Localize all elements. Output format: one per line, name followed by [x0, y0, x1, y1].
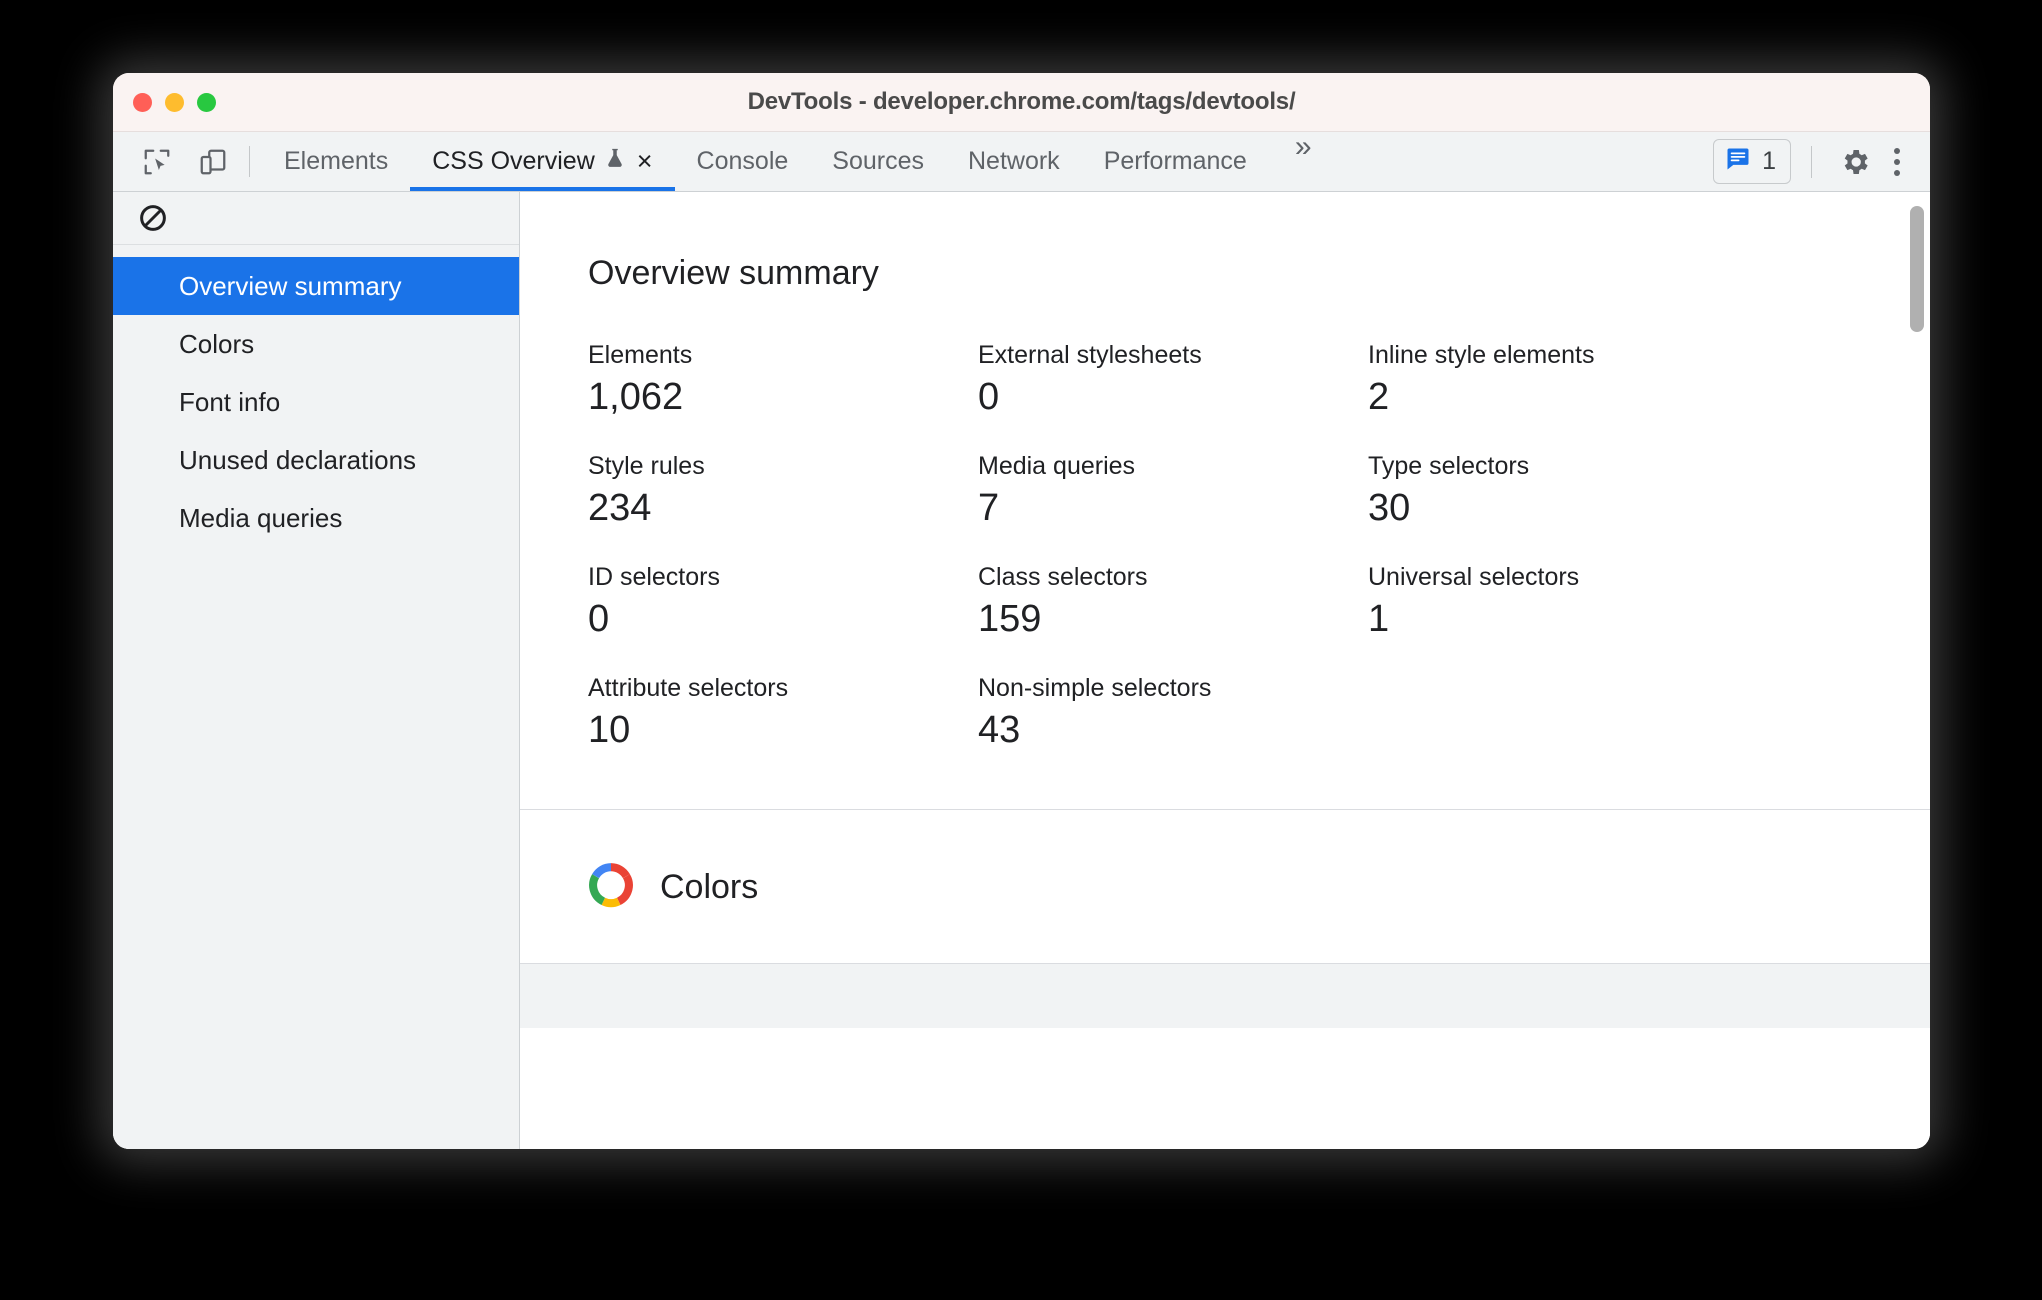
colors-section-title: Colors — [660, 867, 759, 906]
colors-section[interactable]: Colors — [520, 810, 1930, 964]
tabbar-right-actions: 1 — [1713, 132, 1930, 191]
experiment-flask-icon — [604, 146, 626, 177]
kebab-dot — [1894, 169, 1900, 176]
stat-media-queries: Media queries 7 — [978, 452, 1368, 529]
tab-label: Network — [968, 147, 1060, 175]
stat-attribute-selectors: Attribute selectors 10 — [588, 674, 978, 751]
content-footer-strip — [520, 963, 1930, 1028]
summary-stats-grid: Elements 1,062 External stylesheets 0 In… — [588, 341, 1930, 751]
stat-value: 2 — [1368, 376, 1390, 418]
device-toolbar-icon[interactable] — [185, 132, 241, 191]
stat-label: Elements — [588, 341, 693, 369]
gear-icon[interactable] — [1832, 139, 1878, 185]
overview-summary-section: Overview summary Elements 1,062 External… — [520, 192, 1930, 810]
zoom-window-button[interactable] — [197, 93, 216, 112]
tab-console[interactable]: Console — [675, 132, 811, 191]
tab-list: Elements CSS Overview × Console Sources — [262, 132, 1338, 191]
sidebar-item-label: Overview summary — [179, 270, 402, 301]
stat-label: Attribute selectors — [588, 673, 789, 702]
kebab-dot — [1894, 158, 1900, 165]
stat-value: 0 — [978, 376, 1000, 418]
sidebar-toolbar — [113, 192, 519, 245]
close-window-button[interactable] — [133, 93, 152, 112]
vertical-scrollbar[interactable] — [1908, 192, 1926, 1149]
tab-sources[interactable]: Sources — [810, 132, 946, 191]
tab-label: Performance — [1103, 147, 1247, 175]
toolbar-divider — [1811, 145, 1812, 178]
stat-value: 10 — [588, 708, 631, 751]
sidebar-item-label: Unused declarations — [179, 444, 417, 475]
sidebar-item-label: Font info — [179, 386, 281, 417]
tab-label: CSS Overview — [432, 147, 595, 175]
tab-label: Elements — [284, 147, 389, 175]
scrollbar-thumb[interactable] — [1910, 206, 1924, 332]
window-title: DevTools - developer.chrome.com/tags/dev… — [747, 88, 1296, 115]
stat-label: Media queries — [978, 451, 1136, 480]
stat-empty-slot — [1368, 674, 1930, 751]
devtools-window: DevTools - developer.chrome.com/tags/dev… — [113, 73, 1930, 1149]
sidebar-item-media-queries[interactable]: Media queries — [113, 489, 519, 547]
devtools-tabbar: Elements CSS Overview × Console Sources — [113, 132, 1930, 192]
stat-label: ID selectors — [588, 562, 720, 591]
stat-value: 7 — [978, 486, 1000, 529]
stat-value: 0 — [588, 597, 610, 640]
stat-universal-selectors: Universal selectors 1 — [1368, 563, 1930, 640]
tab-label: Sources — [832, 147, 924, 175]
stat-type-selectors: Type selectors 30 — [1368, 452, 1930, 529]
close-icon[interactable]: × — [636, 146, 653, 176]
window-titlebar: DevTools - developer.chrome.com/tags/dev… — [113, 73, 1930, 132]
stat-non-simple-selectors: Non-simple selectors 43 — [978, 674, 1368, 751]
stat-label: Universal selectors — [1368, 562, 1580, 591]
stat-value: 1,062 — [588, 376, 684, 418]
stat-label: Class selectors — [978, 562, 1148, 591]
kebab-menu-icon[interactable] — [1882, 147, 1912, 176]
console-message-icon — [1724, 145, 1752, 178]
stat-label: Inline style elements — [1368, 341, 1595, 369]
stat-value: 159 — [978, 597, 1042, 640]
content-scroll-area[interactable]: Overview summary Elements 1,062 External… — [520, 192, 1930, 1149]
tab-performance[interactable]: Performance — [1082, 132, 1269, 191]
sidebar-item-overview-summary[interactable]: Overview summary — [113, 257, 519, 315]
stat-label: Non-simple selectors — [978, 673, 1212, 702]
sidebar-item-font-info[interactable]: Font info — [113, 373, 519, 431]
tab-network[interactable]: Network — [946, 132, 1082, 191]
stat-value: 43 — [978, 708, 1021, 751]
stat-external-stylesheets: External stylesheets 0 — [978, 341, 1368, 418]
clear-overview-icon[interactable] — [133, 198, 173, 238]
tab-css-overview[interactable]: CSS Overview × — [410, 132, 675, 191]
stat-value: 30 — [1368, 486, 1411, 529]
kebab-dot — [1894, 147, 1900, 154]
color-wheel-icon — [588, 862, 634, 913]
sidebar-item-unused-declarations[interactable]: Unused declarations — [113, 431, 519, 489]
stat-elements: Elements 1,062 — [588, 341, 978, 418]
sidebar-item-colors[interactable]: Colors — [113, 315, 519, 373]
stat-inline-style-elements: Inline style elements 2 — [1368, 341, 1930, 418]
message-count-label: 1 — [1762, 147, 1776, 175]
stat-label: Style rules — [588, 451, 705, 480]
tab-label: Console — [696, 147, 789, 175]
tab-elements[interactable]: Elements — [262, 132, 410, 191]
devtools-body: Overview summary Colors Font info Unused… — [113, 192, 1930, 1149]
sidebar-item-label: Media queries — [179, 502, 343, 533]
stat-id-selectors: ID selectors 0 — [588, 563, 978, 640]
stat-value: 1 — [1368, 597, 1390, 640]
inspect-element-icon[interactable] — [129, 132, 185, 191]
stat-class-selectors: Class selectors 159 — [978, 563, 1368, 640]
css-overview-content: Overview summary Elements 1,062 External… — [520, 192, 1930, 1149]
sidebar-item-label: Colors — [179, 328, 255, 359]
stat-value: 234 — [588, 486, 652, 529]
more-tabs-icon[interactable]: » — [1294, 130, 1312, 163]
css-overview-sidebar: Overview summary Colors Font info Unused… — [113, 192, 520, 1149]
sidebar-item-list: Overview summary Colors Font info Unused… — [113, 245, 519, 547]
page-title: Overview summary — [588, 254, 879, 292]
toolbar-divider — [249, 146, 250, 177]
minimize-window-button[interactable] — [165, 93, 184, 112]
console-message-count-button[interactable]: 1 — [1713, 139, 1791, 184]
stat-label: External stylesheets — [978, 341, 1202, 369]
stat-style-rules: Style rules 234 — [588, 452, 978, 529]
stat-label: Type selectors — [1368, 451, 1530, 480]
traffic-lights — [133, 73, 216, 132]
